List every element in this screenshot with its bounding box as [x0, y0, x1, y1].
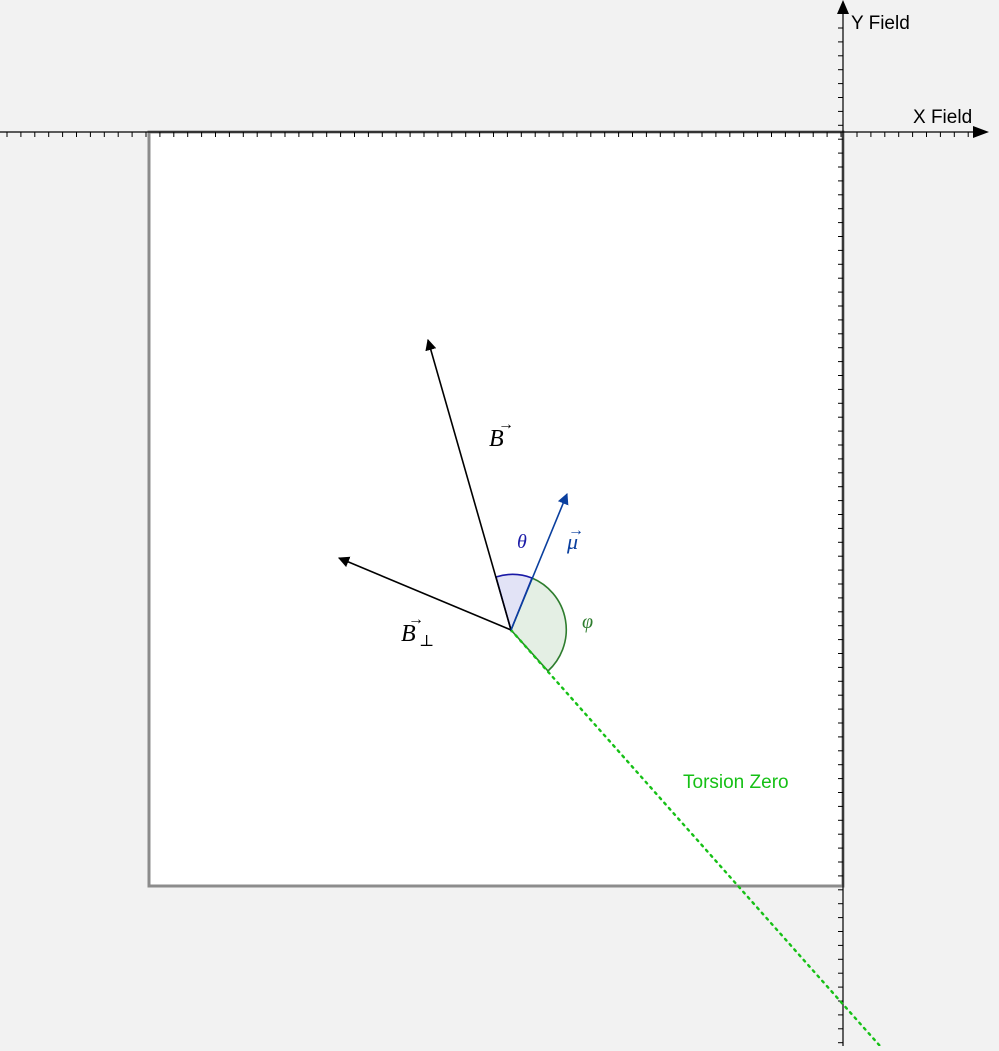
b-perp-vector-label: → B ⊥ [401, 611, 434, 650]
y-axis-label: Y Field [851, 13, 910, 34]
mu-accent: → [568, 522, 584, 539]
plot-panel [147, 130, 845, 888]
phi-label: φ [582, 611, 593, 633]
y-axis-ticks [838, 27, 843, 1044]
b-vector-label: → B [489, 416, 514, 452]
theta-label: θ [517, 531, 527, 553]
x-axis-label: X Field [913, 107, 972, 128]
y-axis-arrow-icon [837, 0, 849, 14]
b-perp-vector [337, 556, 512, 631]
x-axis [0, 126, 989, 138]
mu-vector [510, 492, 569, 631]
mu-vector-label: → μ [566, 522, 584, 554]
b-symbol: B [489, 426, 504, 452]
x-axis-arrow-icon [973, 126, 989, 138]
phi-angle-arc [510, 576, 567, 673]
b-perp-subscript: ⊥ [419, 631, 434, 650]
b-vector [425, 338, 512, 631]
mu-symbol: μ [566, 529, 578, 554]
b-perp-symbol: B [401, 621, 416, 647]
torsion-zero-line [509, 628, 882, 1048]
b-perp-accent: → [408, 611, 424, 628]
x-axis-ticks [6, 132, 969, 137]
torsion-zero-label: Torsion Zero [683, 772, 789, 793]
b-accent: → [498, 416, 514, 433]
y-axis [837, 0, 849, 1046]
